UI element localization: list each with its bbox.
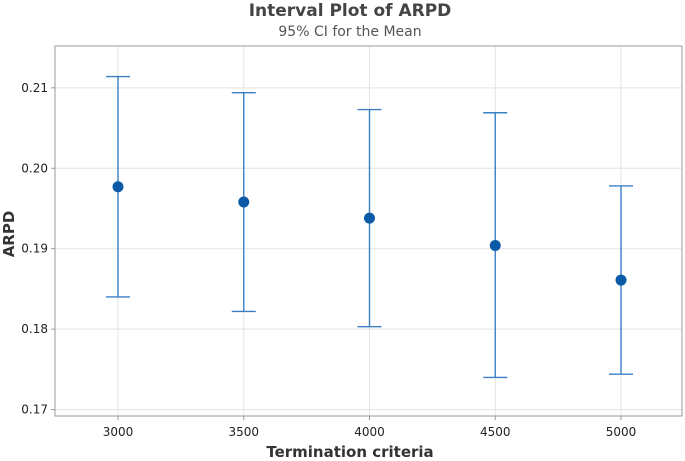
x-tick-label: 3000 bbox=[103, 425, 134, 439]
chart-title: Interval Plot of ARPD bbox=[249, 1, 452, 21]
mean-point bbox=[364, 212, 375, 224]
mean-point bbox=[112, 181, 124, 193]
y-tick-label: 0.20 bbox=[21, 161, 48, 175]
y-tick-label: 0.19 bbox=[21, 242, 48, 256]
mean-point bbox=[615, 274, 627, 286]
y-tick-label: 0.21 bbox=[21, 81, 48, 95]
chart-subtitle: 95% CI for the Mean bbox=[278, 24, 421, 40]
x-tick-label: 4000 bbox=[354, 425, 385, 439]
mean-point bbox=[238, 196, 250, 208]
gridlines bbox=[55, 46, 682, 416]
y-tick-label: 0.17 bbox=[21, 403, 48, 417]
x-axis-ticks: 3000 3500 4000 4500 5000 bbox=[103, 416, 637, 439]
mean-point bbox=[489, 239, 501, 251]
x-tick-label: 4500 bbox=[480, 425, 511, 439]
y-axis-label: ARPD bbox=[0, 211, 18, 258]
x-tick-label: 5000 bbox=[606, 425, 637, 439]
x-tick-label: 3500 bbox=[228, 425, 259, 439]
plot-frame bbox=[54, 45, 683, 417]
y-axis-ticks: 0.17 0.18 0.19 0.20 0.21 bbox=[21, 81, 55, 417]
y-tick-label: 0.18 bbox=[21, 322, 48, 336]
x-axis-label: Termination criteria bbox=[266, 443, 433, 461]
interval-marks bbox=[106, 75, 633, 379]
